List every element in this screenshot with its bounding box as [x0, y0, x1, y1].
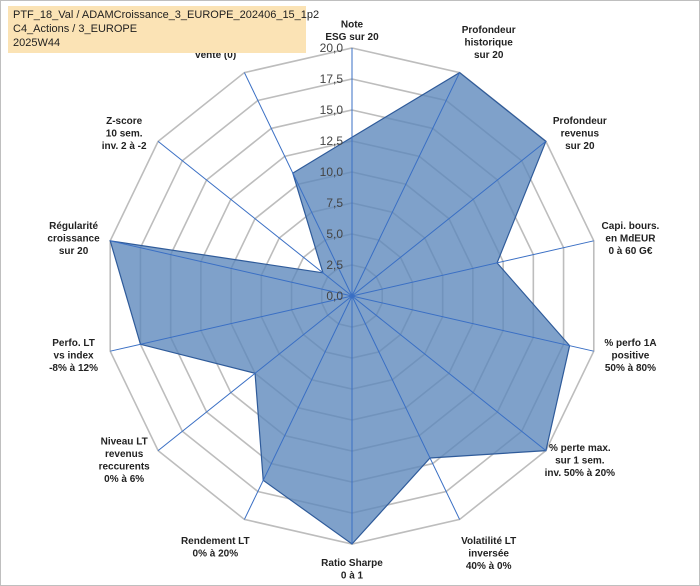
axis-label-line: 40% à 0%: [466, 561, 512, 572]
axis-label-line: % perfo 1A: [604, 338, 656, 349]
axis-label-line: 0% à 20%: [193, 549, 239, 560]
tick-label: 0,0: [326, 289, 343, 303]
axis-spoke: [351, 72, 461, 297]
axis-label-line: sur 20: [59, 246, 89, 257]
axis-label: Niveau LT revenus reccurents 0% à 6%: [99, 437, 151, 486]
axis-spoke: [243, 72, 353, 297]
axis-label-line: Ratio Sharpe: [321, 558, 383, 569]
axis-label-line: historique: [465, 37, 514, 48]
axis-label-line: Capi. bours.: [602, 221, 660, 232]
axis-spoke: [351, 295, 547, 452]
axis-spoke: [351, 140, 547, 297]
axis-spoke: [157, 140, 353, 297]
axis-spoke: [110, 295, 353, 352]
tick-label: 2,5: [326, 258, 343, 272]
axis-label-line: Vente (0): [194, 50, 236, 61]
axis-label-line: sur 20: [474, 50, 504, 61]
axis-label-line: Rendement LT: [181, 536, 250, 547]
axis-label: Régularité croissance sur 20: [47, 221, 100, 257]
axis-label: % perte max. sur 1 sem. inv. 50% à 20%: [545, 443, 616, 479]
axis-label-line: revenus: [105, 449, 144, 460]
axis-label: Ratio Sharpe 0 à 1: [321, 558, 383, 582]
axis-label-line: vs index: [54, 350, 94, 361]
axis-label: Z-score 10 sem. inv. 2 à -2: [102, 116, 147, 152]
axis-label: Note ESG sur 20: [325, 20, 379, 44]
axis-label-line: Profondeur: [553, 116, 607, 127]
axis-label-line: -8% à 12%: [49, 363, 98, 374]
tick-label: 12,5: [320, 134, 344, 148]
axis-label-line: 50% à 80%: [605, 363, 656, 374]
axis-label-line: % perte max.: [549, 443, 611, 454]
axis-label-line: inv. 2 à -2: [102, 141, 147, 152]
axis-label-line: sur 20: [565, 141, 595, 152]
axis-label: Profondeur historique sur 20: [462, 25, 516, 61]
axis-label-line: 0 à 1: [341, 571, 364, 582]
axis-label-line: inversée: [468, 549, 509, 560]
axis-label: Capi. bours. en MdEUR 0 à 60 G€: [602, 221, 660, 257]
axis-label: Rendement LT 0% à 20%: [181, 536, 250, 560]
axis-spoke: [351, 295, 461, 520]
axis-label-line: positive: [612, 350, 650, 361]
axis-label-line: reccurents: [99, 462, 151, 473]
title-box: PTF_18_Val / ADAMCroissance_3_EUROPE_202…: [8, 6, 320, 53]
tick-label: 10,0: [320, 165, 344, 179]
axis-label-line: Perfo. LT: [52, 338, 95, 349]
axis-label-line: en MdEUR: [605, 234, 656, 245]
axis-label: Volatilité LT inversée 40% à 0%: [461, 536, 516, 572]
tick-label: 7,5: [326, 196, 343, 210]
axis-label: Perfo. LT vs index -8% à 12%: [49, 338, 98, 374]
axis-label-line: Z-score: [106, 116, 143, 127]
axis-label-line: 0 à 60 G€: [608, 246, 652, 257]
axis-label-line: revenus: [561, 129, 600, 140]
axis-spoke: [157, 295, 353, 452]
tick-label: 20,0: [320, 41, 344, 55]
axis-label: % perfo 1A positive 50% à 80%: [604, 338, 656, 374]
axis-label-line: Volatilité LT: [461, 536, 516, 547]
title-line-2: C4_Actions / 3_EUROPE: [13, 23, 138, 35]
tick-label: 17,5: [320, 72, 344, 86]
axis-label-line: inv. 50% à 20%: [545, 468, 616, 479]
axis-label-line: Régularité: [49, 221, 98, 232]
tick-label: 15,0: [320, 103, 344, 117]
axis-label-line: Profondeur: [462, 25, 516, 36]
axis-spoke: [351, 240, 594, 297]
axis-label-line: croissance: [47, 234, 100, 245]
title-line-3: 2025W44: [13, 37, 61, 49]
axis-label: Profondeur revenus sur 20: [553, 116, 607, 152]
axis-spoke: [243, 295, 353, 520]
axis-spoke: [351, 295, 594, 352]
title-line-1: PTF_18_Val / ADAMCroissance_3_EUROPE_202…: [13, 9, 320, 21]
axis-label-line: 0% à 6%: [104, 474, 144, 485]
tick-label: 5,0: [326, 227, 343, 241]
axis-label-line: Niveau LT: [101, 437, 148, 448]
axis-label-line: 10 sem.: [106, 129, 143, 140]
axis-label-line: sur 1 sem.: [555, 455, 605, 466]
axis-spoke: [110, 240, 353, 297]
axis-label-line: ESG sur 20: [325, 32, 379, 43]
axis-label-line: Note: [341, 20, 364, 31]
